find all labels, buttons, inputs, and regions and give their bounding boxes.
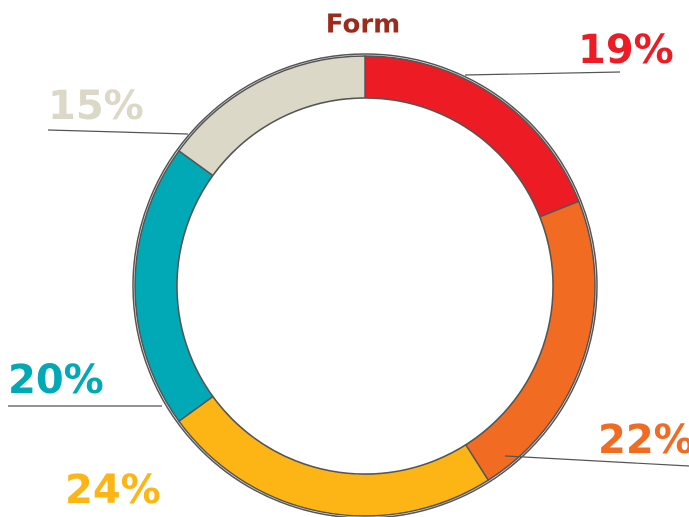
outer-ring bbox=[132, 53, 598, 517]
data-label: 15% bbox=[48, 83, 144, 129]
data-label: 20% bbox=[8, 357, 104, 403]
data-label: 24% bbox=[65, 467, 161, 513]
leader-line bbox=[464, 71, 621, 76]
leader-line bbox=[47, 129, 189, 135]
inner-ring bbox=[176, 97, 554, 475]
data-label: 19% bbox=[578, 27, 674, 73]
leader-line bbox=[504, 455, 689, 467]
data-label: 22% bbox=[598, 417, 689, 463]
chart-title: Form bbox=[326, 10, 400, 40]
